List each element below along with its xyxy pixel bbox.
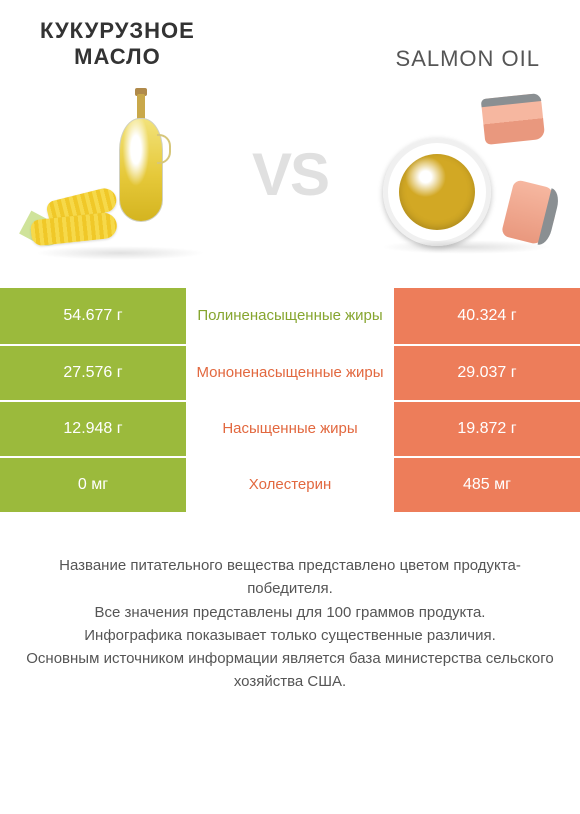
oil-bowl-icon xyxy=(383,138,491,246)
left-value: 27.576 г xyxy=(0,346,186,400)
left-product-image xyxy=(20,90,220,260)
corn-icon xyxy=(25,172,145,252)
nutrient-label: Насыщенные жиры xyxy=(186,402,394,456)
footer-line: Все значения представлены для 100 граммо… xyxy=(26,601,554,624)
footer-line: Название питательного вещества представл… xyxy=(26,554,554,601)
footer-line: Основным источником информации является … xyxy=(26,647,554,694)
table-row: 54.677 гПолиненасыщенные жиры40.324 г xyxy=(0,288,580,344)
comparison-table: 54.677 гПолиненасыщенные жиры40.324 г27.… xyxy=(0,288,580,512)
nutrient-label: Мононенасыщенные жиры xyxy=(186,346,394,400)
left-title-line2: МАСЛО xyxy=(74,44,161,69)
right-product-title: SALMON OIL xyxy=(396,46,540,72)
table-row: 0 мгХолестерин485 мг xyxy=(0,456,580,512)
left-value: 12.948 г xyxy=(0,402,186,456)
vs-label: VS xyxy=(252,145,328,205)
left-value: 0 мг xyxy=(0,458,186,512)
left-product-title: КУКУРУЗНОЕ МАСЛО xyxy=(40,18,195,71)
product-images-row: VS xyxy=(0,72,580,288)
salmon-piece-icon xyxy=(481,93,545,145)
nutrient-label: Холестерин xyxy=(186,458,394,512)
table-row: 12.948 гНасыщенные жиры19.872 г xyxy=(0,400,580,456)
right-value: 485 мг xyxy=(394,458,580,512)
left-title-line1: КУКУРУЗНОЕ xyxy=(40,18,195,43)
right-value: 29.037 г xyxy=(394,346,580,400)
left-value: 54.677 г xyxy=(0,288,186,344)
right-value: 19.872 г xyxy=(394,402,580,456)
footer-notes: Название питательного вещества представл… xyxy=(0,512,580,694)
table-row: 27.576 гМононенасыщенные жиры29.037 г xyxy=(0,344,580,400)
right-product-image xyxy=(360,90,560,260)
nutrient-label: Полиненасыщенные жиры xyxy=(186,288,394,344)
right-value: 40.324 г xyxy=(394,288,580,344)
header: КУКУРУЗНОЕ МАСЛО SALMON OIL xyxy=(0,0,580,72)
salmon-slice-icon xyxy=(501,179,562,247)
footer-line: Инфографика показывает только существенн… xyxy=(26,624,554,647)
